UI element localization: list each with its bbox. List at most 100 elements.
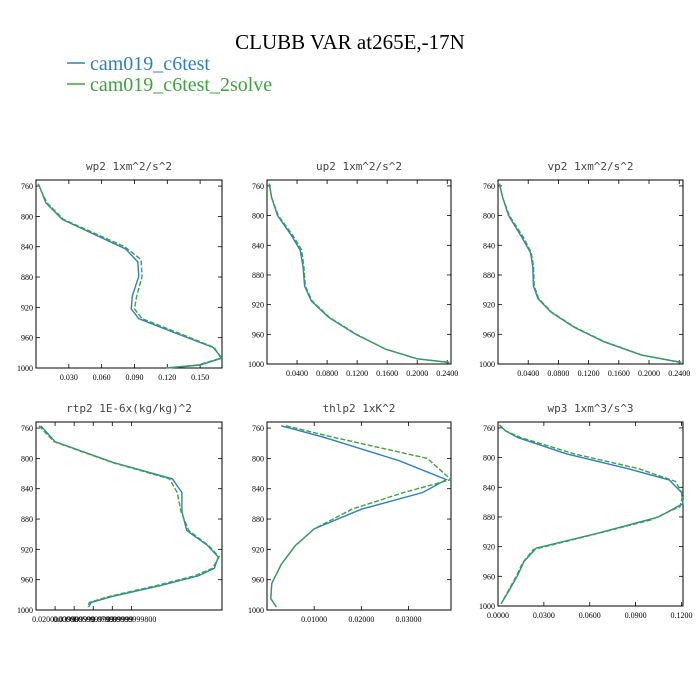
x-tick-label: 0.09999999800 (106, 615, 156, 624)
panel-1: wp2 1xm^2/s^2 760 800 840 880 920 960 1000 0.030… (17, 160, 224, 382)
x-tick-label: 0.090 (125, 373, 143, 382)
legend-label-series-2: cam019_c6test_2solve (90, 74, 272, 96)
y-tick-label: 800 (252, 212, 264, 221)
chart-title: CLUBB VAR at265E,-17N (235, 30, 465, 54)
x-tick-label: 0.039999999 (53, 615, 95, 624)
y-tick-label: 840 (21, 485, 33, 494)
y-tick-label: 920 (483, 543, 495, 552)
x-tick-label: 0.0300 (533, 611, 555, 620)
y-tick-label: 960 (252, 576, 264, 585)
y-tick-label: 1000 (17, 606, 33, 615)
y-tick-label: 1000 (248, 606, 264, 615)
series-line-2 (37, 183, 222, 369)
x-tick-label: 0.2400 (668, 369, 690, 378)
y-tick-label: 960 (483, 330, 495, 339)
y-tick-label: 880 (252, 271, 264, 280)
panel-2: up2 1xm^2/s^2 760 800 840 880 920 960 1000 0.040… (248, 160, 458, 378)
x-tick-label: 0.01000 (301, 615, 327, 624)
x-tick-label: 0.1600 (376, 369, 398, 378)
x-tick-label: 0.0800 (547, 369, 569, 378)
panel-title: vp2 1xm^2/s^2 (547, 160, 633, 173)
x-tick-label: 0.02000 (348, 615, 374, 624)
panel-3: vp2 1xm^2/s^2 760 800 840 880 920 960 1000 0.040… (479, 160, 690, 378)
panel-title: up2 1xm^2/s^2 (316, 160, 402, 173)
x-tick-label: 0.059999999 (72, 615, 114, 624)
series-line-2 (499, 424, 684, 605)
x-tick-label: 0.060 (93, 373, 111, 382)
x-tick-label: 0.0400 (517, 369, 539, 378)
series-line-1 (268, 183, 450, 364)
y-tick-label: 800 (483, 212, 495, 221)
y-tick-label: 800 (21, 212, 33, 221)
y-tick-label: 800 (21, 454, 33, 463)
plot-frame (35, 421, 223, 611)
plot-frame (266, 179, 452, 365)
y-tick-label: 920 (21, 303, 33, 312)
y-tick-label: 880 (21, 273, 33, 282)
y-tick-label: 760 (483, 182, 495, 191)
y-tick-label: 880 (483, 513, 495, 522)
y-tick-label: 1000 (248, 360, 264, 369)
x-tick-label: 0.2000 (638, 369, 660, 378)
y-tick-label: 840 (21, 243, 33, 252)
panel-5: thlp2 1xK^2 760 800 840 880 920 960 1000 0.01000… (248, 402, 453, 624)
y-tick-label: 920 (252, 545, 264, 554)
y-tick-label: 760 (483, 424, 495, 433)
plot-frame (266, 421, 452, 611)
x-tick-label: 0.2000 (406, 369, 428, 378)
x-tick-label: 0.150 (191, 373, 209, 382)
panel-6: wp3 1xm^3/s^3 760 800 840 880 920 960 10000.000… (479, 402, 692, 620)
legend-label-series-1: cam019_c6test (90, 53, 210, 75)
x-tick-label: 0.0900 (625, 611, 647, 620)
y-tick-label: 800 (483, 454, 495, 463)
x-tick-label: 0.03000 (396, 615, 422, 624)
y-tick-label: 840 (252, 485, 264, 494)
x-tick-label: 0.0600 (579, 611, 601, 620)
x-tick-label: 0.030 (60, 373, 78, 382)
x-tick-label: 0.0200000000 (32, 615, 78, 624)
y-tick-label: 760 (252, 424, 264, 433)
panel-title: rtp2 1E-6x(kg/kg)^2 (66, 402, 192, 415)
series-line-1 (498, 183, 682, 364)
x-tick-label: 0.079999999 (91, 615, 133, 624)
x-tick-label: 0.120 (158, 373, 176, 382)
y-tick-label: 960 (21, 576, 33, 585)
panel-title: thlp2 1xK^2 (323, 402, 396, 415)
y-tick-label: 880 (21, 515, 33, 524)
series-line-2 (268, 183, 450, 364)
y-tick-label: 880 (252, 515, 264, 524)
y-tick-label: 760 (21, 182, 33, 191)
panels-group: wp2 1xm^2/s^2 760 800 840 880 920 960 1000 0.030… (17, 160, 692, 624)
panel-title: wp2 1xm^2/s^2 (86, 160, 172, 173)
x-tick-label: 0.1600 (608, 369, 630, 378)
plot-frame (35, 179, 223, 369)
y-tick-label: 960 (252, 330, 264, 339)
legend: cam019_c6test cam019_c6test_2solve (67, 53, 272, 96)
series-line-1 (270, 425, 448, 608)
y-tick-label: 960 (483, 572, 495, 581)
series-line-2 (270, 425, 453, 608)
y-tick-label: 1000 (17, 364, 33, 373)
x-tick-label: 0.1200 (578, 369, 600, 378)
series-line-2 (38, 425, 220, 608)
y-tick-label: 880 (483, 271, 495, 280)
plot-frame (497, 421, 684, 607)
y-tick-label: 760 (252, 182, 264, 191)
x-tick-label: 0.1200 (670, 611, 692, 620)
y-tick-label: 920 (21, 545, 33, 554)
series-line-1 (40, 425, 219, 608)
y-tick-label: 1000 (479, 360, 495, 369)
y-tick-label: 840 (252, 241, 264, 250)
x-tick-label: 0.2400 (436, 369, 458, 378)
panel-title: wp3 1xm^3/s^3 (547, 402, 633, 415)
x-tick-label: 0.0400 (286, 369, 308, 378)
y-tick-label: 760 (21, 424, 33, 433)
x-tick-label: 0.0000 (487, 611, 509, 620)
panel-4: rtp2 1E-6x(kg/kg)^2 760 800 840 880 920 960 100… (17, 402, 223, 624)
series-line-1 (37, 183, 224, 369)
x-tick-label: 0.0800 (316, 369, 338, 378)
y-tick-label: 1000 (479, 602, 495, 611)
y-tick-label: 800 (252, 454, 264, 463)
y-tick-label: 840 (483, 483, 495, 492)
